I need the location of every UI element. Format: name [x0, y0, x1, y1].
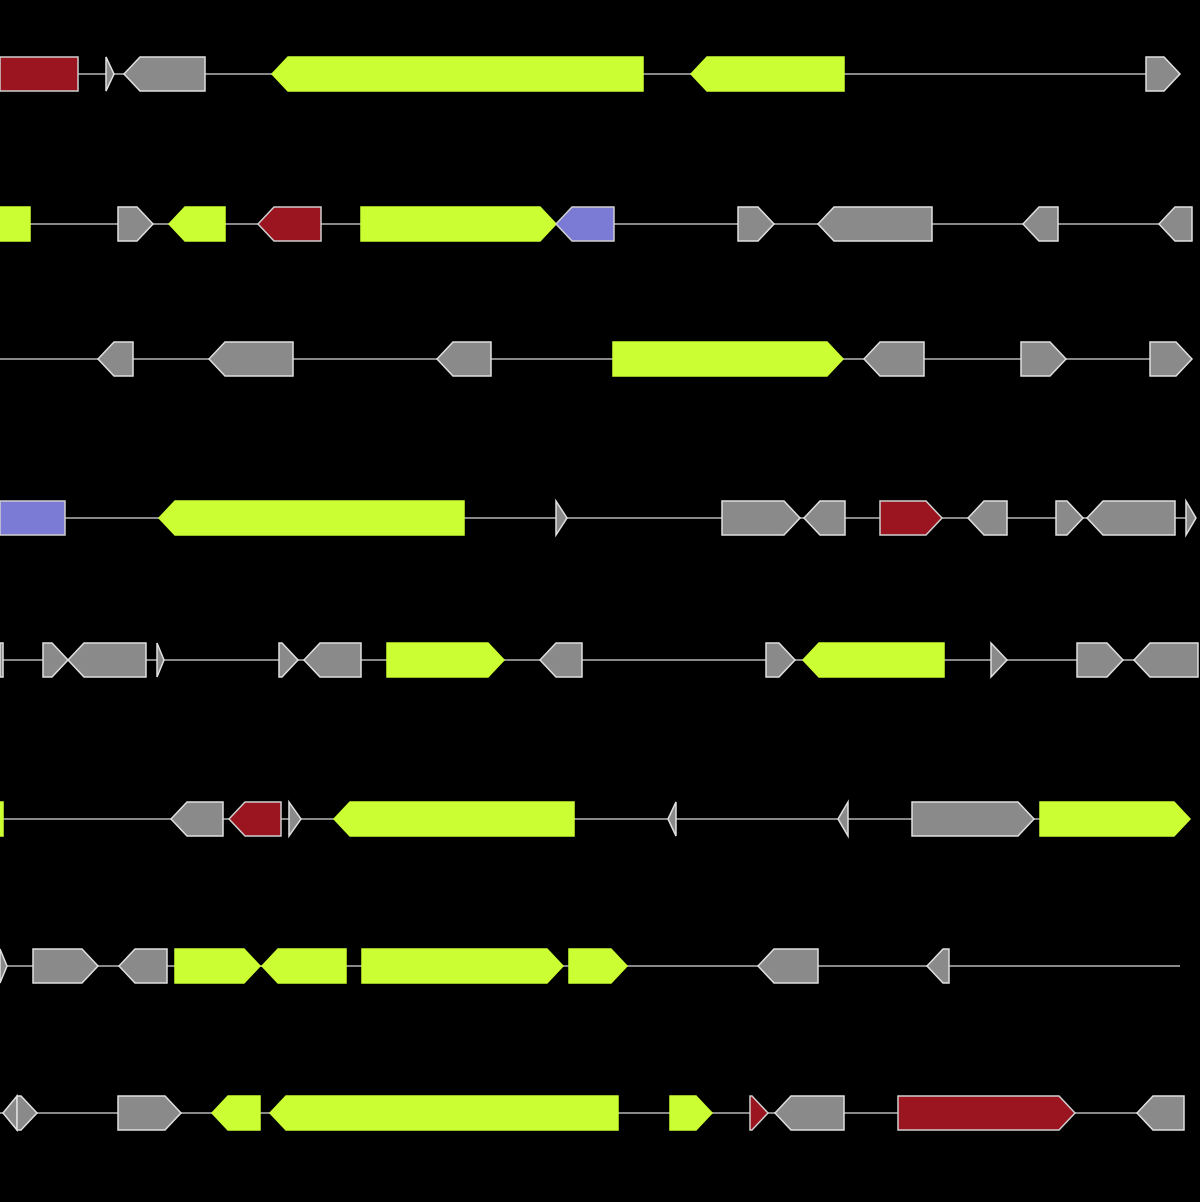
- gene-arrow: [278, 642, 300, 678]
- gene-arrow: [555, 498, 568, 538]
- gene-arrow: [96, 341, 134, 377]
- gene-arrow: [0, 500, 66, 536]
- gene-arrow: [0, 56, 79, 92]
- gene-arrow: [966, 500, 1008, 536]
- gene-arrow: [1039, 801, 1192, 837]
- gene-arrow: [879, 500, 944, 536]
- gene-arrow: [765, 642, 797, 678]
- gene-arrow: [260, 948, 347, 984]
- gene-arrow: [227, 801, 282, 837]
- gene-arrow: [332, 801, 575, 837]
- gene-arrow: [689, 56, 845, 92]
- gene-arrow: [1076, 642, 1125, 678]
- gene-arrow: [862, 341, 925, 377]
- gene-arrow: [1085, 500, 1176, 536]
- gene-arrow: [1021, 206, 1059, 242]
- gene-arrow: [669, 1095, 714, 1131]
- gene-arrow: [117, 1095, 183, 1131]
- gene-arrow: [749, 1095, 770, 1131]
- gene-arrow: [1185, 498, 1197, 538]
- gene-arrow: [1145, 56, 1182, 92]
- gene-arrow: [721, 500, 802, 536]
- gene-arrow: [16, 1095, 39, 1131]
- gene-arrow: [816, 206, 933, 242]
- gene-arrow: [169, 801, 224, 837]
- gene-arrow: [925, 948, 950, 984]
- gene-arrow: [737, 206, 776, 242]
- gene-arrow: [667, 801, 677, 837]
- gene-arrow: [538, 642, 583, 678]
- gene-arrow: [1157, 206, 1193, 242]
- gene-arrow: [268, 1095, 619, 1131]
- gene-arrow: [270, 56, 644, 92]
- gene-arrow: [174, 948, 262, 984]
- gene-arrow: [612, 341, 845, 377]
- gene-arrow: [105, 56, 115, 92]
- gene-arrow: [0, 948, 8, 984]
- gene-arrow: [66, 642, 147, 678]
- gene-arrow: [0, 206, 31, 242]
- gene-arrow: [32, 948, 100, 984]
- gene-arrow: [1149, 341, 1194, 377]
- gene-arrow: [386, 642, 506, 678]
- gene-arrow: [435, 341, 492, 377]
- gene-arrow: [0, 642, 4, 678]
- gene-arrow: [207, 341, 294, 377]
- gene-arrow: [210, 1095, 261, 1131]
- gene-arrow: [1020, 341, 1068, 377]
- gene-arrow: [256, 206, 322, 242]
- gene-arrow: [361, 948, 565, 984]
- gene-arrow: [773, 1095, 845, 1131]
- gene-arrow: [1132, 642, 1199, 678]
- gene-arrow: [568, 948, 629, 984]
- gene-arrow: [360, 206, 558, 242]
- gene-arrow: [1055, 500, 1085, 536]
- gene-arrow: [990, 641, 1009, 679]
- gene-arrow: [42, 642, 70, 678]
- gene-arrow: [801, 642, 945, 678]
- gene-arrow: [911, 801, 1036, 837]
- gene-arrow: [302, 642, 362, 678]
- gene-arrow: [288, 799, 302, 839]
- gene-arrow: [837, 799, 849, 839]
- gene-arrow: [554, 206, 615, 242]
- gene-arrow: [157, 500, 465, 536]
- gene-arrow: [117, 206, 155, 242]
- gene-arrow: [167, 206, 226, 242]
- gene-arrow: [802, 500, 846, 536]
- gene-arrow: [122, 56, 206, 92]
- gene-arrow: [0, 801, 4, 837]
- gene-arrow: [156, 642, 165, 678]
- gene-arrow: [1135, 1095, 1185, 1131]
- gene-arrow: [117, 948, 168, 984]
- gene-arrow: [756, 948, 819, 984]
- gene-arrow: [897, 1095, 1077, 1131]
